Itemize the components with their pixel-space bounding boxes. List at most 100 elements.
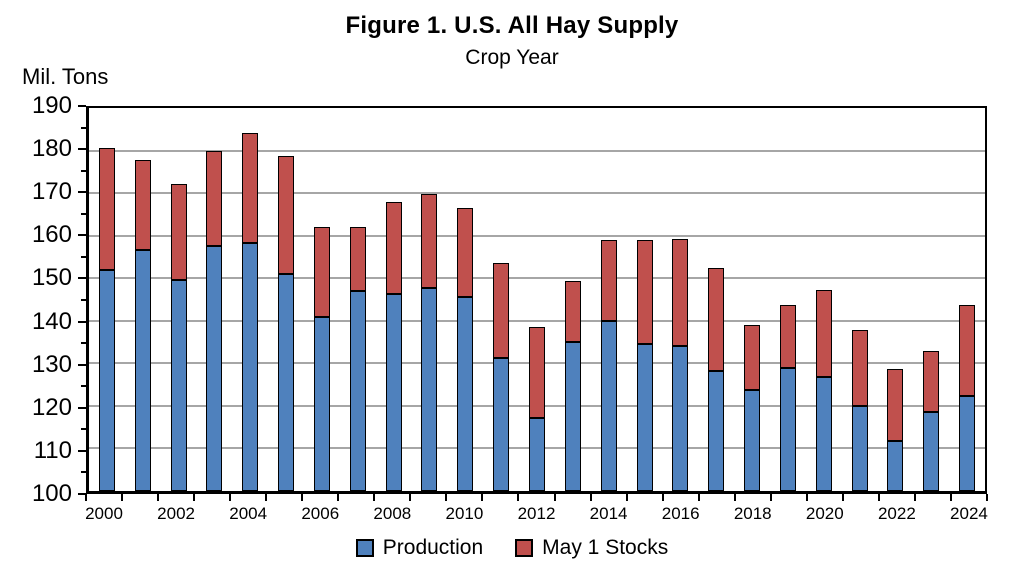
x-tick-20 xyxy=(805,494,808,501)
bar-production-2006 xyxy=(313,316,330,491)
y-tick-minor-155 xyxy=(81,255,86,258)
x-tick-9 xyxy=(409,494,412,501)
gridline-140 xyxy=(89,319,985,322)
x-tick-22 xyxy=(877,494,880,501)
bar-stocks-2010 xyxy=(457,207,474,297)
x-tick-16 xyxy=(661,494,664,501)
x-tick-24 xyxy=(949,494,952,501)
y-tick-major-110 xyxy=(78,449,86,452)
y-tick-label-110: 110 xyxy=(33,436,72,464)
y-tick-label-190: 190 xyxy=(31,92,72,119)
x-tick-25 xyxy=(986,494,988,501)
x-tick-4 xyxy=(229,494,232,501)
x-tick-6 xyxy=(301,494,304,501)
bar-stocks-2009 xyxy=(421,194,438,289)
bar-production-2000 xyxy=(98,270,115,491)
x-tick-10 xyxy=(445,494,448,501)
x-tick-label-2020: 2020 xyxy=(805,504,844,523)
bar-production-2014 xyxy=(600,321,617,491)
bar-stocks-2011 xyxy=(493,262,510,359)
legend-label-stocks: May 1 Stocks xyxy=(542,536,669,559)
bar-stocks-2013 xyxy=(564,281,581,342)
bar-stocks-2002 xyxy=(170,184,187,280)
gridline-150 xyxy=(89,277,985,280)
bar-production-2002 xyxy=(170,279,187,491)
legend: Production May 1 Stocks xyxy=(0,536,1024,560)
y-tick-major-140 xyxy=(78,320,86,323)
bar-stocks-2019 xyxy=(779,304,796,369)
x-tick-label-2014: 2014 xyxy=(589,504,628,523)
bar-production-2020 xyxy=(815,376,832,491)
bar-production-2023 xyxy=(923,411,940,491)
bar-production-2007 xyxy=(349,291,366,491)
y-tick-major-170 xyxy=(78,191,86,194)
x-tick-label-2008: 2008 xyxy=(373,504,412,523)
y-tick-major-130 xyxy=(78,363,86,366)
x-tick-3 xyxy=(193,494,196,501)
legend-label-production: Production xyxy=(382,536,484,559)
x-tick-11 xyxy=(481,494,484,501)
bar-stocks-2024 xyxy=(959,305,976,396)
gridline-160 xyxy=(89,234,985,237)
bar-stocks-2020 xyxy=(815,289,832,377)
y-tick-major-190 xyxy=(78,105,86,107)
x-tick-label-2024: 2024 xyxy=(950,504,988,523)
x-tick-1 xyxy=(121,494,124,501)
x-tick-21 xyxy=(841,494,844,501)
bar-production-2008 xyxy=(385,293,402,491)
bar-production-2004 xyxy=(242,243,259,491)
x-tick-label-2016: 2016 xyxy=(661,504,700,523)
bar-stocks-2022 xyxy=(887,369,904,441)
bar-production-2011 xyxy=(493,358,510,491)
bar-stocks-2012 xyxy=(529,327,545,418)
plot-area xyxy=(86,106,987,494)
y-tick-label-140: 140 xyxy=(31,307,72,335)
x-tick-14 xyxy=(589,494,592,501)
bar-production-2016 xyxy=(672,345,689,491)
gridline-170 xyxy=(89,192,985,195)
bar-production-2012 xyxy=(529,417,545,491)
bar-production-2010 xyxy=(457,296,474,491)
y-tick-major-150 xyxy=(78,277,86,280)
x-tick-0 xyxy=(85,494,87,501)
bar-stocks-2001 xyxy=(134,159,151,250)
x-tick-23 xyxy=(913,494,916,501)
y-tick-minor-125 xyxy=(81,385,86,388)
x-tick-label-2002: 2002 xyxy=(157,504,196,523)
y-tick-minor-165 xyxy=(81,212,86,215)
bar-production-2013 xyxy=(564,341,581,491)
x-tick-label-2000: 2000 xyxy=(85,504,123,523)
bar-stocks-2015 xyxy=(636,239,653,344)
x-tick-label-2006: 2006 xyxy=(301,504,340,523)
bar-stocks-2003 xyxy=(206,151,223,246)
bar-production-2024 xyxy=(959,395,976,491)
bar-production-2017 xyxy=(708,371,725,491)
bar-production-2019 xyxy=(779,368,796,491)
y-tick-minor-135 xyxy=(81,342,86,345)
x-tick-12 xyxy=(517,494,520,501)
y-tick-label-120: 120 xyxy=(31,393,72,421)
stocks-swatch-icon xyxy=(515,539,534,557)
legend-item-production: Production xyxy=(355,536,484,560)
y-tick-minor-185 xyxy=(81,126,86,129)
x-tick-label-2022: 2022 xyxy=(877,504,916,523)
bar-stocks-2023 xyxy=(923,350,940,412)
bar-production-2015 xyxy=(636,343,653,491)
y-tick-minor-145 xyxy=(81,299,86,301)
y-tick-major-180 xyxy=(78,148,86,151)
x-tick-17 xyxy=(697,494,700,501)
bar-stocks-2018 xyxy=(744,325,761,391)
bar-production-2003 xyxy=(206,245,223,491)
bar-stocks-2016 xyxy=(672,239,689,346)
y-tick-label-130: 130 xyxy=(31,350,72,378)
y-tick-label-100: 100 xyxy=(31,480,72,507)
x-tick-label-2018: 2018 xyxy=(733,504,772,523)
y-tick-minor-175 xyxy=(81,169,86,172)
bar-production-2022 xyxy=(887,440,904,491)
bar-stocks-2008 xyxy=(385,202,402,294)
gridline-180 xyxy=(89,149,985,152)
x-tick-label-2010: 2010 xyxy=(445,504,484,523)
y-tick-major-120 xyxy=(78,406,86,409)
bar-stocks-2014 xyxy=(600,240,617,322)
